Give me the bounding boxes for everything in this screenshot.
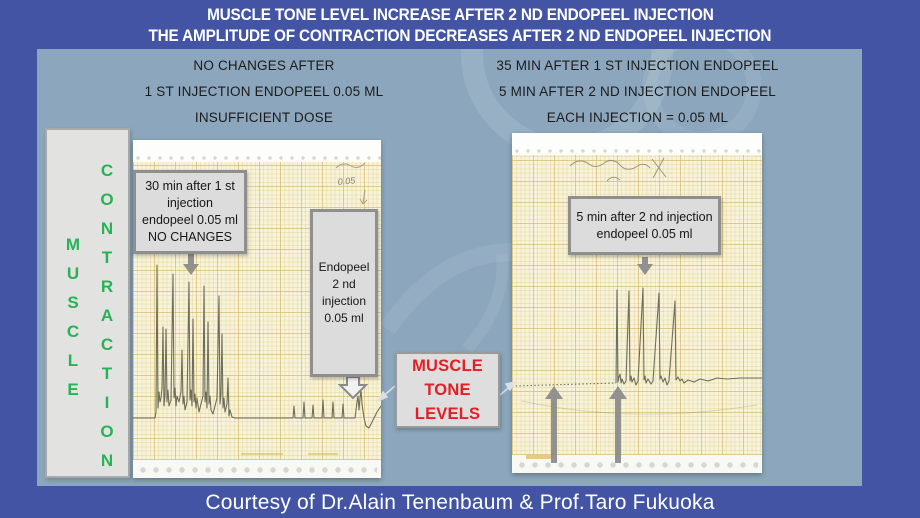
text-line: injection [167,196,213,210]
chart1-handwritten-scribble [335,162,368,205]
text-line: EACH INJECTION = 0.05 ML [546,110,729,125]
chart2-paper-fold-line [521,400,758,415]
callout-endopeel-2nd-injection: Endopeel 2 nd injection 0.05 ml [310,209,378,377]
vertical-letter: C [100,335,114,354]
vertical-letter: C [66,322,80,341]
emg-strip-chart-1: 0.05 30 min after 1 st injection endopeel … [133,140,381,478]
chart1-injection-down-arrow [337,376,369,400]
chart1-perforated-bottom-edge [133,460,381,478]
text-line: NO CHANGES [147,230,233,244]
callout-30min-no-changes: 30 min after 1 st injection endopeel 0.05 … [133,170,247,254]
chart2-trace-path [615,287,762,386]
vertical-letter: T [101,364,113,383]
vertical-letter: N [100,451,114,470]
main-panel: NO CHANGES AFTER 1 ST INJECTION ENDOPEEL … [37,49,862,486]
right-chart-heading: 35 MIN AFTER 1 ST INJECTION ENDOPEEL 5 MI… [465,53,810,131]
left-chart-heading: NO CHANGES AFTER 1 ST INJECTION ENDOPEEL … [99,53,429,131]
chart1-perforated-top-edge [133,140,381,162]
text-line: 5 MIN AFTER 2 ND INJECTION ENDOPEEL [498,84,777,99]
chart2-emg-trace [512,157,762,463]
chart2-tone-up-arrow-1 [545,386,563,463]
text-line: endopeel 0.05 ml [142,213,238,227]
chart1-paper-edge-printing [241,453,338,455]
vertical-letter: L [67,351,79,370]
text-line: 2 nd [332,277,356,291]
text-line: TONE [424,381,471,399]
chart2-perforated-bottom-edge [512,455,762,473]
callout-5min-after-2nd-injection: 5 min after 2 nd injection endopeel 0.05 … [568,196,721,255]
chart2-tone-up-arrow-2 [609,386,627,463]
chart1-callout-down-arrow [183,252,199,275]
text-line: 30 min after 1 st [145,179,235,193]
text-line: 5 min after 2 nd injection [576,209,713,224]
chart1-emg-trace: 0.05 [133,162,381,455]
text-line: 35 MIN AFTER 1 ST INJECTION ENDOPEEL [496,58,779,73]
text-line: MUSCLE [412,357,483,375]
vertical-letter: A [100,306,114,325]
chart2-tone-baseline [512,382,617,387]
courtesy-credit: Courtesy of Dr.Alain Tenenbaum & Prof.Ta… [205,491,715,514]
text-line: NO CHANGES AFTER [193,58,335,73]
text-line: injection [321,294,367,308]
vertical-letter: C [100,161,114,180]
chart2-paper-edge-mark [526,455,552,459]
chart1-trace-path [133,264,381,429]
chart1-handwriting-text: 0.05 [337,175,356,187]
vertical-letter: T [101,248,113,267]
text-line: LEVELS [414,405,481,423]
footer: Courtesy of Dr.Alain Tenenbaum & Prof.Ta… [0,491,920,515]
text-line: INSUFFICIENT DOSE [194,110,334,125]
title-line-1: MUSCLE TONE LEVEL INCREASE AFTER 2 ND EN… [206,6,714,24]
slide-title: MUSCLE TONE LEVEL INCREASE AFTER 2 ND EN… [0,5,920,47]
chart2-callout-down-arrow [637,257,653,275]
title-line-2: THE AMPLITUDE OF CONTRACTION DECREASES A… [148,27,772,45]
chart2-perforated-top-edge [512,133,762,155]
vertical-letter: N [100,219,114,238]
vertical-letter: O [100,190,114,209]
text-line: 1 ST INJECTION ENDOPEEL 0.05 ML [144,84,384,99]
muscle-tone-levels-box: MUSCLE TONE LEVELS [395,352,500,428]
emg-strip-chart-2: 5 min after 2 nd injection endopeel 0.05 … [512,133,762,473]
text-line: 0.05 ml [324,311,364,325]
vertical-letter: U [66,264,80,283]
vertical-letter: S [67,293,79,312]
vertical-letter: M [65,235,81,254]
text-line: Endopeel [318,260,370,274]
vertical-letter: O [100,422,114,441]
vertical-letter: E [67,380,79,399]
chart2-handwritten-scribble [569,157,667,182]
text-line: endopeel 0.05 ml [596,226,693,241]
vertical-letter: R [100,277,114,296]
vertical-letter: I [104,393,110,412]
